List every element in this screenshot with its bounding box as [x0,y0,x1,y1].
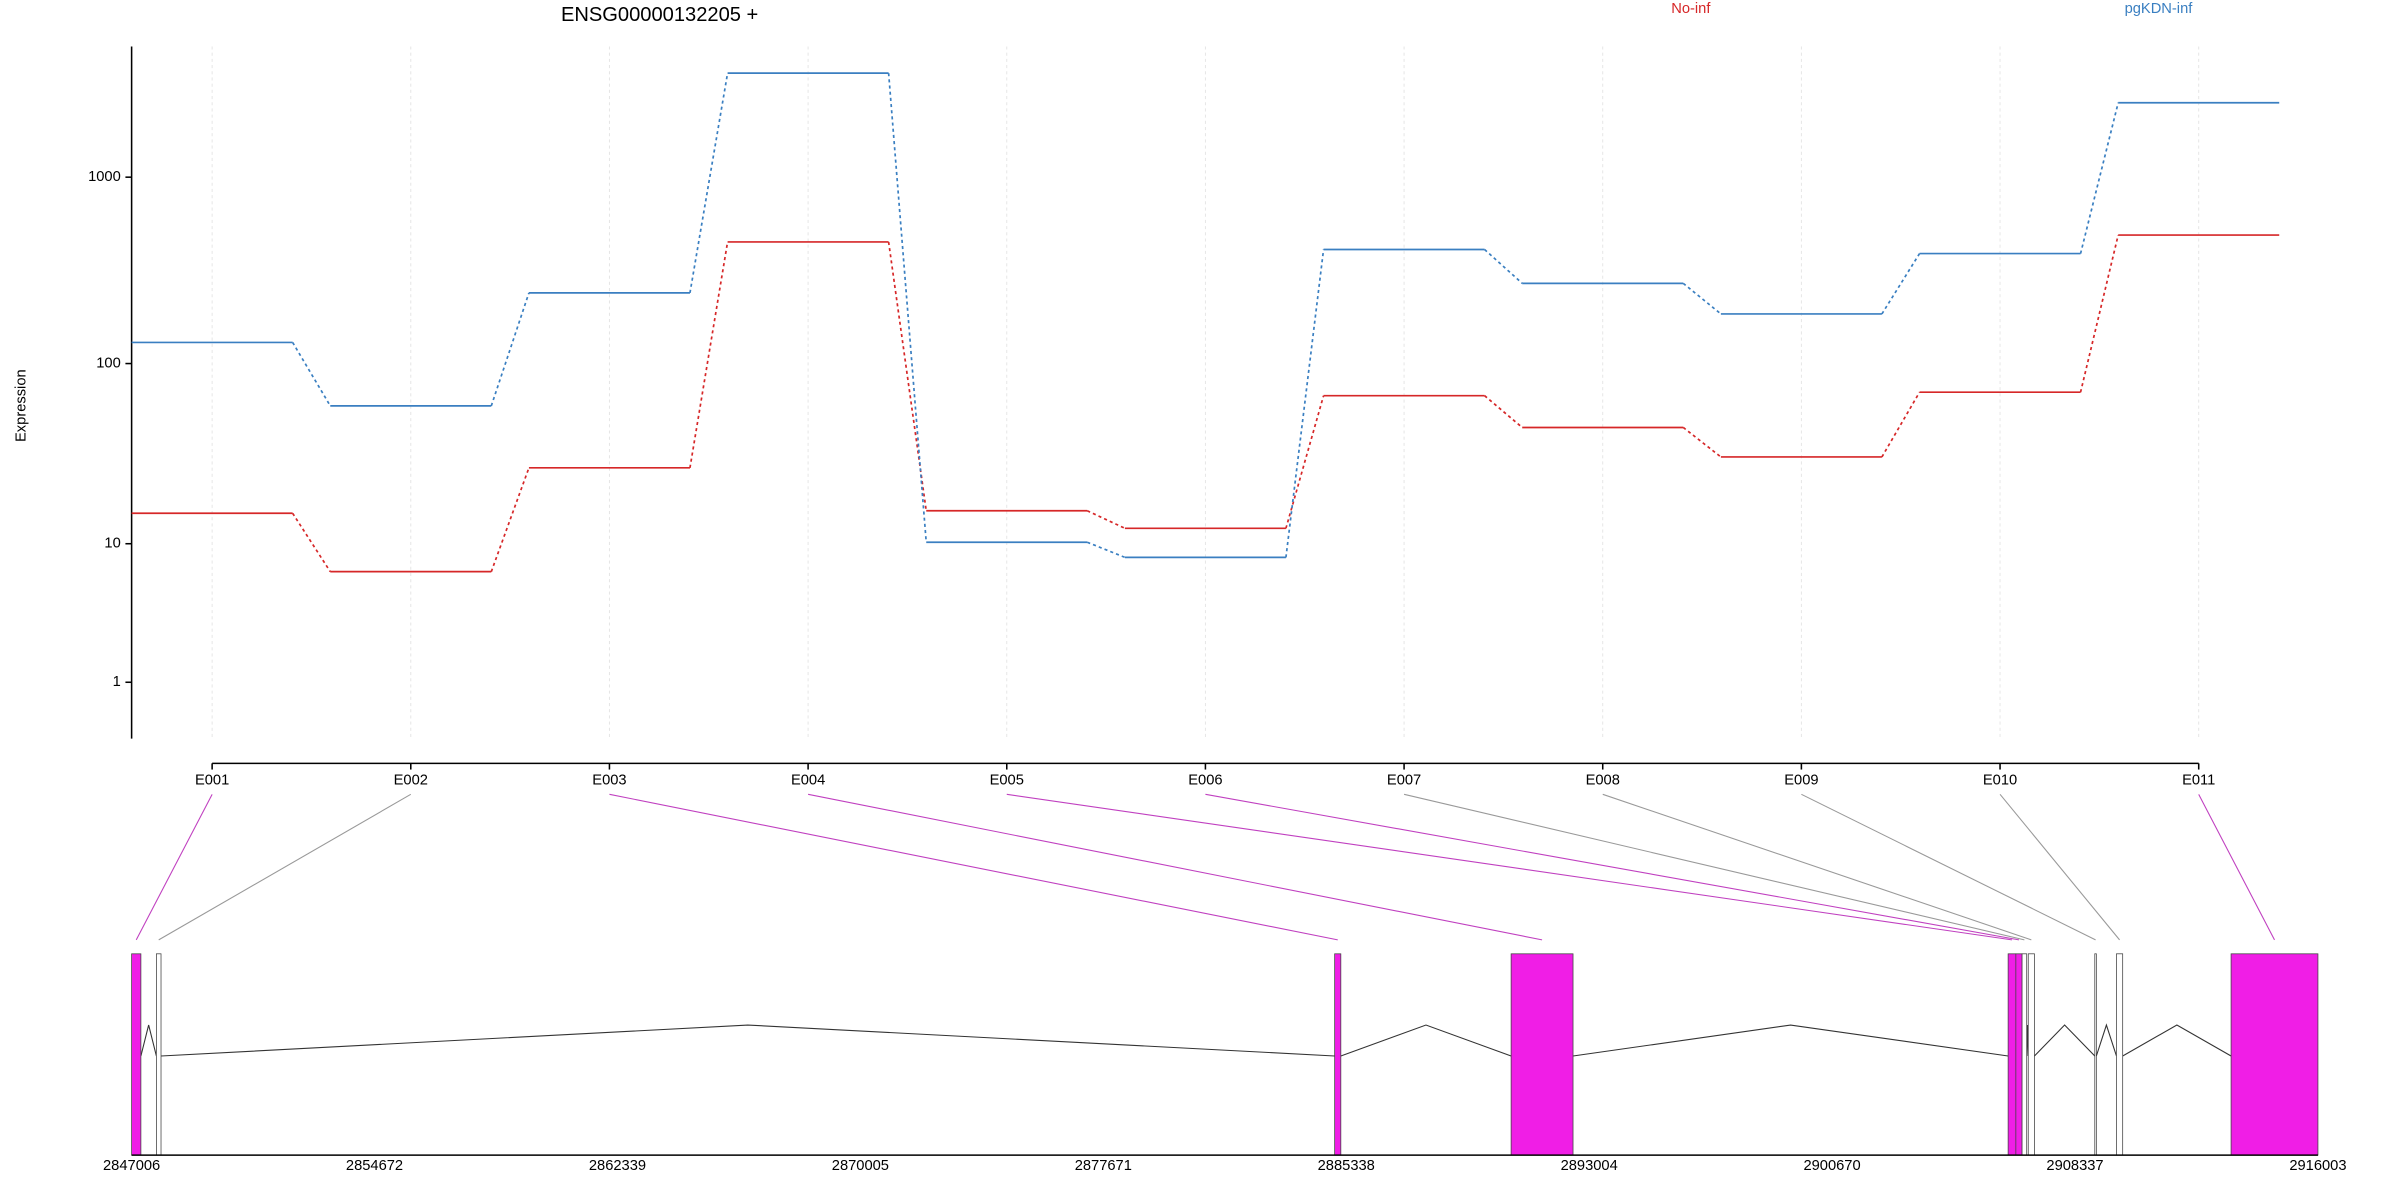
chart-title: ENSG00000132205 + [561,4,758,26]
intron [2034,1024,2096,1057]
exon-link [807,793,1543,941]
x-tick-label: E007 [1387,772,1421,788]
genome-tick-label: 2847006 [103,1158,160,1174]
x-tick-label: E004 [791,772,825,788]
exon [156,953,162,1156]
connector [1484,248,1523,284]
y-axis-label: Expression [14,369,30,442]
connector [1285,395,1325,529]
exon [2007,953,2017,1156]
exon-link [609,793,1338,941]
exon-link [1205,793,2020,941]
exon [1510,953,1574,1156]
connector [1484,395,1523,429]
exon-link [2198,794,2275,941]
x-tick-label: E008 [1586,772,1620,788]
exon [2027,953,2035,1156]
y-tick-label: 100 [96,355,121,371]
legend-label: No-inf [1671,1,1711,17]
connector [2079,234,2120,393]
intron [2095,1023,2117,1057]
connector [1285,249,1325,558]
x-tick-label: E001 [195,772,229,788]
genome-tick-label: 2885338 [1318,1158,1375,1174]
connector [291,512,331,573]
intron [1572,1024,2009,1057]
exon-link [1006,793,2013,941]
intron [160,1024,1335,1057]
exon [2015,953,2023,1156]
exon [2230,953,2319,1156]
genome-tick-label: 2854672 [346,1158,403,1174]
exon-link [158,793,412,941]
x-tick-label: E010 [1983,772,2017,788]
exon-link [1999,793,2120,941]
genome-tick-label: 2916003 [2289,1158,2346,1174]
connector [291,341,332,407]
intron [140,1024,157,1057]
connector [887,241,928,511]
exon [2116,953,2124,1156]
connector [1682,282,1722,315]
connector [887,73,928,543]
exon [2094,953,2097,1156]
x-tick-label: E002 [394,772,428,788]
y-tick-label: 10 [104,536,120,552]
y-tick-label: 1000 [88,169,121,185]
genome-tick-label: 2900670 [1803,1158,1860,1174]
connector [1881,391,1921,458]
exon [131,953,142,1156]
exon-link [1403,793,2025,941]
connector [689,72,729,294]
y-tick-label: 1 [113,674,121,690]
legend-label: pgKDN-inf [2125,1,2194,17]
connector [2079,102,2120,254]
connector [689,241,729,468]
intron [1340,1024,1512,1057]
genome-tick-label: 2862339 [589,1158,646,1174]
connector [1086,510,1126,530]
intron [2122,1024,2232,1057]
exon-link [1801,793,2096,941]
exon [1334,953,1342,1156]
x-tick-label: E005 [990,772,1024,788]
x-tick-label: E006 [1188,772,1222,788]
x-tick-label: E011 [2182,772,2215,788]
x-tick-label: E009 [1784,772,1818,788]
exon [2021,953,2028,1156]
genome-tick-label: 2893004 [1561,1158,1618,1174]
connector [490,292,530,407]
connector [1086,541,1126,559]
genome-tick-label: 2877671 [1075,1158,1132,1174]
exon-link [135,794,213,941]
exon-link [1602,793,2032,941]
x-tick-label: E003 [592,772,626,788]
connector [1682,426,1722,458]
genome-tick-label: 2908337 [2046,1158,2103,1174]
connector [490,467,530,572]
genome-tick-label: 2870005 [832,1158,889,1174]
connector [1881,253,1921,315]
